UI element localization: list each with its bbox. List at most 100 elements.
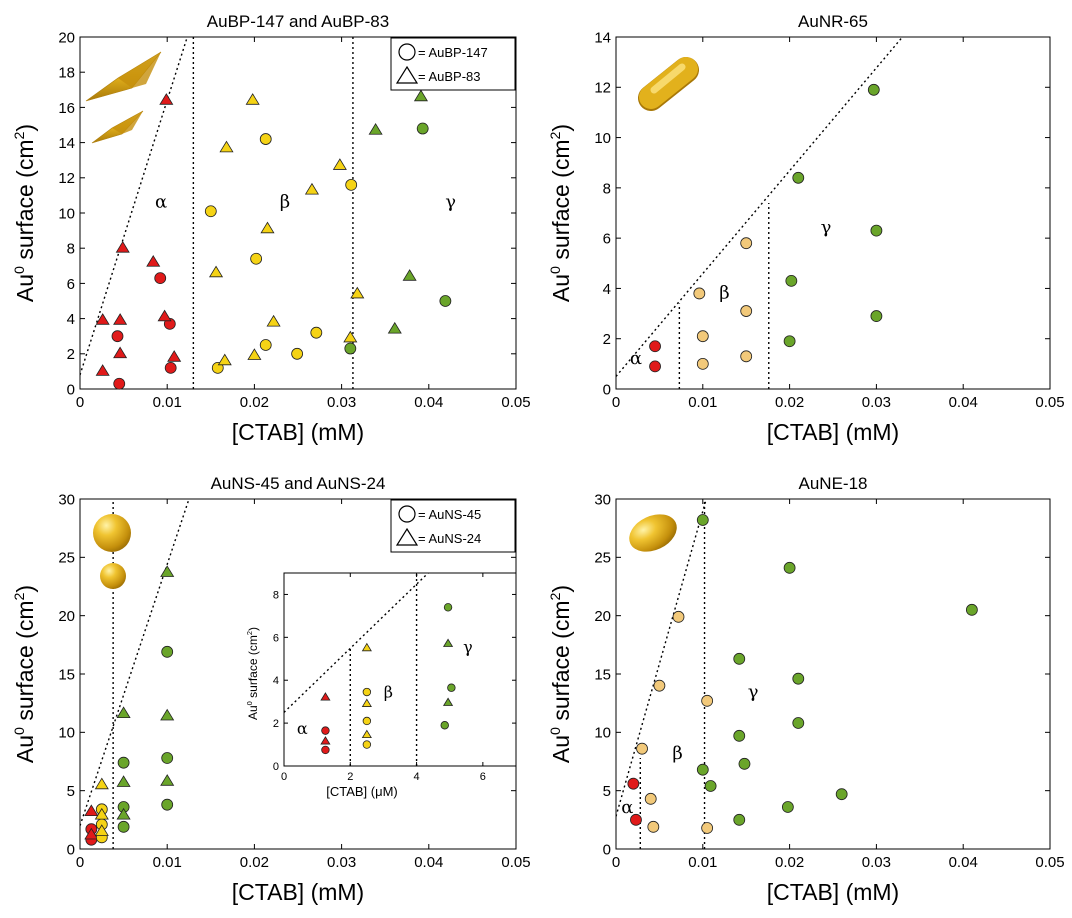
- data-point-circle: [362, 716, 372, 726]
- data-point-circle: [672, 610, 685, 623]
- y-tick-label: 15: [594, 666, 611, 683]
- x-tick-label: 0.02: [775, 854, 804, 871]
- legend-label: = AuNS-45: [418, 507, 481, 522]
- x-tick-label: 0.03: [327, 854, 356, 871]
- data-point-circle: [792, 171, 805, 184]
- data-point-circle: [204, 205, 217, 218]
- data-point-circle: [439, 295, 452, 307]
- chart-title: AuNR-65: [798, 12, 868, 31]
- data-point-circle: [250, 252, 263, 265]
- data-point-triangle: [361, 698, 372, 707]
- x-axis-label: [CTAB] (mM): [232, 419, 364, 445]
- data-point-circle: [447, 683, 456, 692]
- x-tick-label: 0.03: [327, 394, 356, 411]
- data-point-triangle: [94, 807, 109, 820]
- data-point-circle: [443, 603, 453, 612]
- data-point-circle: [965, 603, 978, 616]
- data-point-triangle: [442, 697, 454, 706]
- x-tick-label: 0.05: [501, 394, 530, 411]
- data-point-circle: [740, 305, 753, 317]
- data-point-circle: [733, 729, 746, 742]
- x-tick-label: 0.04: [949, 854, 978, 871]
- nanosphere-small: [100, 563, 126, 589]
- y-tick-label: 8: [67, 241, 75, 258]
- data-point-triangle: [159, 93, 174, 105]
- plot-frame: [283, 572, 517, 767]
- diagonal-boundary: [284, 573, 429, 713]
- y-tick-label: 6: [273, 632, 279, 644]
- x-tick-label: 0: [76, 394, 84, 411]
- nanorod-highlight: [650, 63, 686, 94]
- data-point-triangle: [320, 692, 331, 701]
- nanoellipsoid-body: [629, 514, 677, 552]
- diagonal-boundary: [616, 37, 903, 377]
- x-tick-label: 0.02: [240, 854, 269, 871]
- x-tick-label: 0.01: [688, 394, 717, 411]
- y-tick-label: 0: [603, 841, 611, 858]
- data-point-circle: [785, 274, 798, 287]
- data-point-triangle: [332, 158, 347, 170]
- x-axis-label: [CTAB] (mM): [767, 879, 899, 905]
- data-point-triangle: [116, 807, 131, 820]
- data-point-triangle: [95, 313, 110, 325]
- data-point-circle: [636, 742, 648, 755]
- data-point-circle: [154, 272, 167, 285]
- data-points: [649, 83, 883, 373]
- data-point-circle: [792, 717, 805, 729]
- data-point-triangle: [217, 353, 232, 366]
- data-point-circle: [696, 763, 709, 776]
- legend: = AuNS-45 = AuNS-24: [390, 499, 516, 553]
- panel-aunr: 0 0.01 0.02 0.03 0.04 0.05 0 2 4 6 8 10 12 14 AuNR-65 […: [548, 12, 1065, 445]
- data-point-circle: [649, 360, 661, 373]
- nanorod-body: [639, 57, 698, 109]
- data-point-circle: [111, 330, 124, 343]
- bipyramid-icon: [85, 51, 162, 144]
- y-axis-label: Au0 surface (cm2): [12, 585, 38, 763]
- y-tick-label: 20: [594, 608, 611, 625]
- region-label: γ: [748, 681, 759, 702]
- data-point-circle: [630, 813, 642, 826]
- data-point-triangle: [350, 286, 365, 299]
- boundary-lines: [80, 499, 190, 849]
- y-tick-label: 0: [273, 761, 279, 773]
- plot-frame: [615, 36, 1051, 390]
- data-point-circle: [291, 347, 304, 360]
- data-point-triangle: [146, 255, 161, 267]
- x-tick-label: 0.01: [688, 854, 717, 871]
- y-tick-label: 16: [58, 100, 75, 117]
- data-point-circle: [345, 178, 358, 191]
- region-label: β: [384, 682, 393, 701]
- data-point-triangle: [94, 777, 109, 790]
- inset-y-axis-label: Au0 surface (cm2): [245, 627, 260, 720]
- data-point-triangle: [260, 221, 275, 234]
- chart-title: AuNS-45 and AuNS-24: [211, 474, 386, 493]
- boundary-lines: [284, 573, 429, 766]
- nanosphere-large: [93, 514, 131, 552]
- data-point-triangle: [113, 346, 128, 359]
- y-tick-label: 14: [58, 135, 75, 152]
- x-tick-label: 0.03: [862, 854, 891, 871]
- y-tick-label: 20: [58, 29, 75, 46]
- y-axis-label: Au0 surface (cm2): [548, 585, 574, 763]
- data-point-triangle: [304, 182, 319, 195]
- y-tick-label: 15: [58, 666, 75, 683]
- data-point-circle: [161, 798, 174, 811]
- data-point-circle: [310, 326, 323, 339]
- y-tick-label: 4: [603, 281, 611, 298]
- x-tick-label: 0.05: [1035, 854, 1064, 871]
- x-tick-label: 0.01: [153, 854, 182, 871]
- data-point-triangle: [116, 775, 131, 787]
- y-tick-label: 12: [594, 80, 611, 97]
- bipyramid-large-shade: [118, 52, 161, 88]
- x-tick-label: 0.04: [949, 394, 978, 411]
- y-tick-label: 5: [67, 783, 75, 800]
- region-label: β: [672, 743, 682, 764]
- legend-circle-marker: [398, 43, 416, 61]
- data-point-triangle: [115, 240, 130, 253]
- y-tick-label: 10: [594, 725, 611, 742]
- region-label: γ: [445, 192, 456, 213]
- x-tick-label: 0.02: [240, 394, 269, 411]
- data-points: [95, 89, 452, 390]
- data-point-circle: [416, 122, 429, 135]
